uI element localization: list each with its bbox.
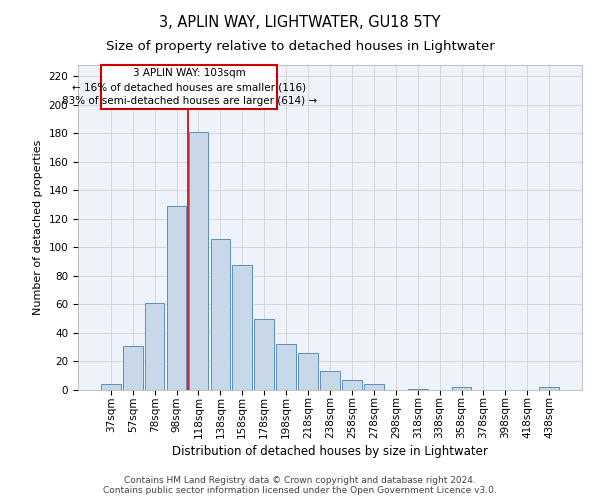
Y-axis label: Number of detached properties: Number of detached properties [33,140,43,315]
Text: 3, APLIN WAY, LIGHTWATER, GU18 5TY: 3, APLIN WAY, LIGHTWATER, GU18 5TY [159,15,441,30]
Bar [188,132,208,390]
Bar [276,344,296,390]
Bar [254,318,274,390]
Bar [123,346,143,390]
Bar [167,206,187,390]
Bar [145,303,164,390]
Bar [408,388,428,390]
Bar [539,387,559,390]
Bar [364,384,384,390]
Bar [298,353,318,390]
Text: Size of property relative to detached houses in Lightwater: Size of property relative to detached ho… [106,40,494,53]
Bar [452,387,472,390]
FancyBboxPatch shape [101,65,277,109]
Bar [211,239,230,390]
Bar [320,372,340,390]
Bar [232,264,252,390]
Text: Contains HM Land Registry data © Crown copyright and database right 2024.
Contai: Contains HM Land Registry data © Crown c… [103,476,497,495]
Bar [342,380,362,390]
Text: 3 APLIN WAY: 103sqm
← 16% of detached houses are smaller (116)
83% of semi-detac: 3 APLIN WAY: 103sqm ← 16% of detached ho… [62,68,317,106]
X-axis label: Distribution of detached houses by size in Lightwater: Distribution of detached houses by size … [172,446,488,458]
Bar [101,384,121,390]
